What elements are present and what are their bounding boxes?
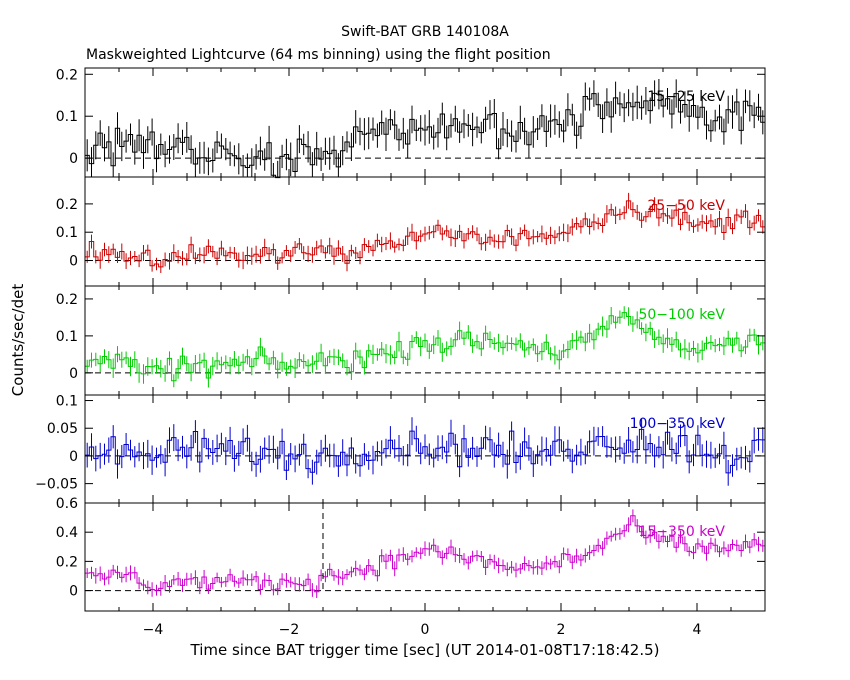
x-tick-label: −4 [143, 622, 164, 638]
y-tick-label: 0.2 [56, 554, 78, 570]
chart-subtitle: Maskweighted Lightcurve (64 ms binning) … [86, 47, 551, 63]
panel-5: 0 0.2 0.4 0.6 15−350 keV [56, 496, 766, 612]
y-tick-label: 0.2 [56, 292, 78, 308]
x-tick-label: 4 [693, 622, 702, 638]
panel-2: 0 0.1 0.2 25−50 keV [56, 176, 766, 287]
x-axis-label: Time since BAT trigger time [sec] (UT 20… [190, 641, 660, 659]
chart-title: Swift-BAT GRB 140108A [341, 24, 509, 40]
y-tick-label: 0.2 [56, 197, 78, 213]
x-tick-label: 2 [557, 622, 566, 638]
y-tick-label: 0.1 [56, 394, 78, 410]
y-tick-label: 0.2 [56, 67, 78, 83]
energy-band-label: 100−350 keV [630, 416, 726, 432]
y-tick-label: −0.05 [35, 477, 78, 493]
y-tick-label: 0.4 [56, 525, 78, 541]
series-line [85, 312, 765, 382]
y-tick-label: 0 [69, 151, 78, 167]
y-tick-label: 0 [69, 254, 78, 270]
y-axis-label: Counts/sec/det [9, 284, 27, 397]
energy-band-label: 25−50 keV [647, 198, 725, 214]
y-tick-label: 0.6 [56, 496, 78, 512]
energy-band-label: 50−100 keV [638, 307, 725, 323]
y-tick-label: 0.05 [47, 421, 78, 437]
series-line [85, 200, 765, 268]
energy-band-label: 15−350 keV [638, 524, 725, 540]
y-tick-label: 0.1 [56, 109, 78, 125]
y-tick-label: 0.1 [56, 225, 78, 241]
energy-band-label: 15−25 keV [647, 89, 725, 105]
panel-frame [84, 502, 766, 612]
series-line [85, 92, 765, 179]
panels-group: 0 0.1 0.2 15−25 keV 0 0.1 0.2 25−50 keV 0 0.1 0.2 5… [35, 67, 766, 638]
series-line [85, 515, 765, 593]
series-error-bars [86, 509, 764, 598]
x-tick-label: 0 [421, 622, 430, 638]
panel-3: 0 0.1 0.2 50−100 keV [56, 285, 766, 396]
panel-4: −0.05 0 0.05 0.1 100−350 keV [35, 394, 766, 504]
y-tick-label: 0 [69, 584, 78, 600]
y-tick-label: 0 [69, 449, 78, 465]
x-tick-label: −2 [279, 622, 300, 638]
series-line [85, 428, 765, 474]
y-tick-label: 0 [69, 366, 78, 382]
panel-1: 0 0.1 0.2 15−25 keV [56, 67, 766, 179]
y-tick-label: 0.1 [56, 329, 78, 345]
